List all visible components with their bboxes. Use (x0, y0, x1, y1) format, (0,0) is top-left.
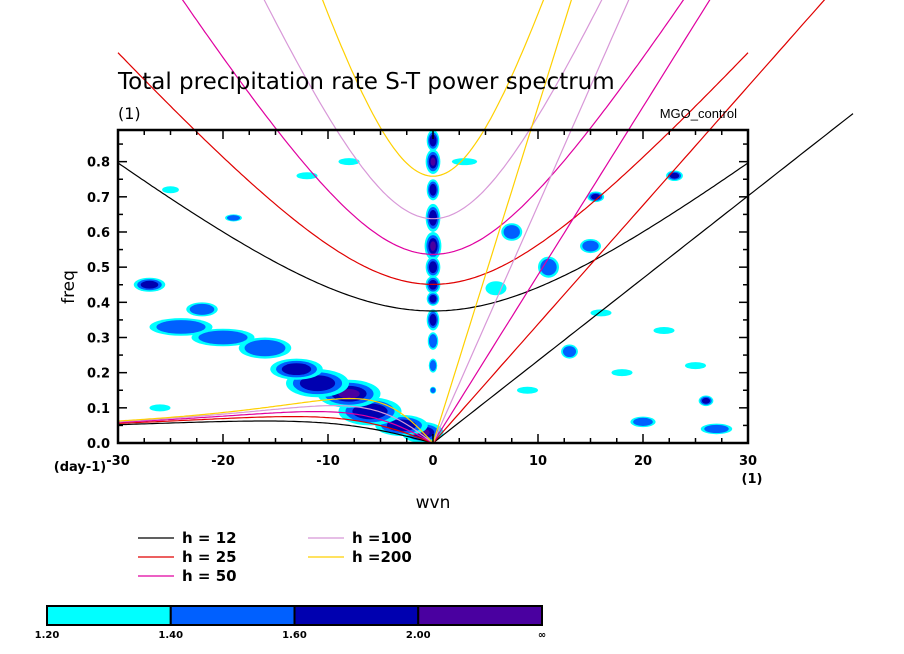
y-tick-label: 0.5 (87, 261, 110, 276)
legend-label: h = 12 (182, 529, 237, 547)
contour-patch (198, 330, 248, 345)
contour-patch (429, 183, 437, 196)
y-tick-label: 0.2 (87, 367, 110, 382)
contour-patch (633, 417, 653, 427)
y-tick-label: 0.8 (87, 156, 110, 171)
contour-patch (430, 157, 436, 166)
ig-curve-h200 (321, 0, 545, 177)
contour-patch (140, 280, 159, 289)
y-tick-label: 0.6 (87, 226, 110, 241)
contour-patches (133, 130, 733, 443)
contour-patch (429, 134, 437, 147)
contour-patch (701, 397, 711, 404)
chart-title: Total precipitation rate S-T power spect… (117, 69, 615, 95)
contour-patch (162, 186, 179, 194)
x-tick-label: 10 (529, 454, 547, 469)
contour-patch (430, 241, 436, 251)
y-units-label: (day-1) (54, 460, 106, 475)
colorbar-label: 1.60 (282, 630, 307, 641)
contour-patch (429, 360, 437, 372)
ig-curve-h25 (117, 52, 749, 286)
contour-patch (611, 369, 633, 377)
contour-patch (428, 210, 438, 226)
rossby-curve-h100 (117, 405, 434, 444)
contour-patch (669, 172, 680, 179)
ig-curve-h12 (117, 162, 749, 312)
colorbar-label: 1.20 (35, 630, 60, 641)
colorbar-label: 1.40 (158, 630, 183, 641)
run-label: MGO_control (660, 106, 737, 121)
kelvin-curve-h100 (432, 0, 630, 444)
y-axis-label: freq (59, 270, 79, 304)
x-tick-label: 20 (634, 454, 652, 469)
kelvin-curve-h200 (432, 0, 572, 444)
contour-patch (226, 215, 241, 221)
colorbar-swatch (169, 605, 296, 626)
contour-patch (685, 362, 706, 370)
y-tick-label: 0.3 (87, 331, 110, 346)
x-axis: -30 -20 -10 0 10 20 30 (106, 130, 757, 469)
contour-patch (540, 258, 557, 276)
title-units: (1) (118, 104, 141, 123)
y-tick-label: 0.4 (87, 296, 110, 311)
contour-patch (430, 387, 436, 393)
contour-patch (503, 225, 520, 239)
x-axis-label: wvn (416, 493, 451, 513)
contour-patch (428, 261, 438, 274)
contour-patch (189, 303, 215, 315)
rossby-curve-h25 (117, 416, 434, 444)
y-axis: 0.0 0.1 0.2 0.3 0.4 0.5 0.6 0.7 0.8 (87, 143, 748, 452)
dispersion-curves (117, 0, 854, 444)
ig-curve-h100 (263, 0, 603, 220)
contour-patch (244, 339, 286, 357)
legend-label: h = 25 (182, 548, 237, 566)
x-tick-label: -10 (316, 454, 340, 469)
colorbar: 1.20 1.40 1.60 2.00 ∞ (35, 605, 546, 641)
contour-patch (296, 172, 318, 180)
legend-label: h =200 (352, 548, 412, 566)
x-tick-label: 0 (428, 454, 437, 469)
colorbar-swatch (293, 605, 420, 626)
contour-patch (582, 240, 599, 252)
contour-patch (338, 388, 360, 399)
rossby-curve-h12 (117, 420, 434, 444)
x-tick-label: 30 (739, 454, 757, 469)
contour-patch (156, 320, 206, 334)
contour-patch (428, 334, 438, 348)
contour-patch (517, 386, 538, 394)
rossby-curve-h50 (117, 411, 434, 444)
colorbar-swatch (417, 605, 543, 626)
y-tick-label: 0.7 (87, 191, 110, 206)
contour-patch (299, 375, 336, 392)
contour-patch (281, 363, 312, 376)
legend-label: h =100 (352, 529, 412, 547)
contour-patch (429, 314, 437, 326)
contour-patch (451, 158, 478, 166)
rossby-curve-h200 (117, 397, 434, 444)
kelvin-curve-h25 (432, 0, 826, 444)
contour-patch (386, 419, 417, 432)
y-tick-label: 0.0 (87, 437, 110, 452)
colorbar-swatch (46, 605, 172, 626)
x-units-label: (1) (742, 472, 763, 487)
colorbar-label: 2.00 (406, 630, 431, 641)
x-tick-label: -30 (106, 454, 130, 469)
contour-patch (429, 294, 437, 303)
legend-label: h = 50 (182, 567, 237, 585)
kelvin-curve-h50 (432, 0, 711, 444)
contour-patch (653, 326, 675, 334)
contour-patch (704, 424, 729, 434)
contour-patch (485, 281, 507, 296)
contour-patch (590, 309, 612, 317)
contour-patch (149, 404, 171, 412)
x-tick-label: -20 (211, 454, 235, 469)
kelvin-curve-h12 (432, 113, 854, 444)
ig-curve-h50 (181, 0, 685, 256)
colorbar-label: ∞ (538, 630, 546, 641)
contour-patch (338, 158, 360, 166)
contour-patch (562, 346, 577, 358)
y-tick-label: 0.1 (87, 402, 110, 417)
